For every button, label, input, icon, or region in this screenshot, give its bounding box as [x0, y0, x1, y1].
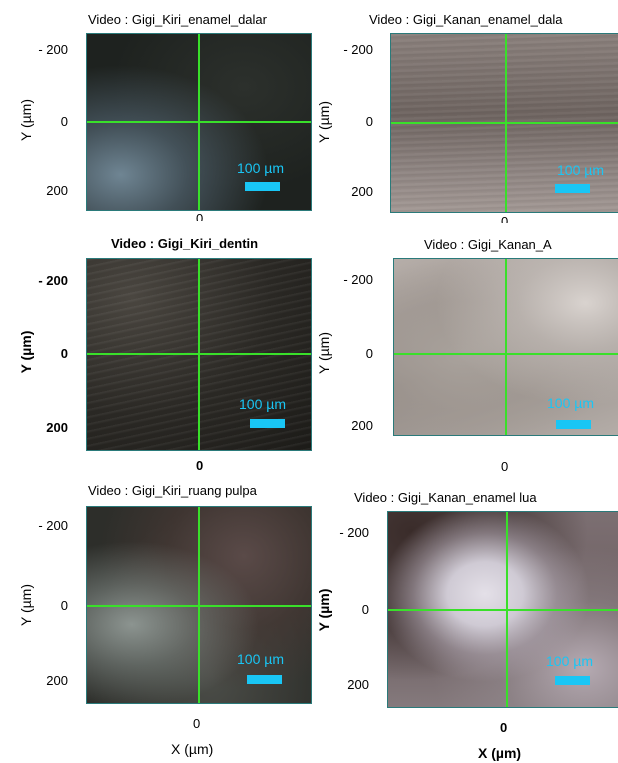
y-tick-label: - 200	[343, 272, 373, 287]
scale-label: 100 µm	[237, 160, 284, 176]
y-tick-label: - 200	[38, 42, 68, 57]
crosshair-vertical	[505, 34, 507, 212]
y-axis-label: Y (µm)	[18, 98, 34, 142]
y-tick-label: 200	[46, 420, 68, 435]
crosshair-vertical	[198, 259, 200, 450]
y-tick-label: - 200	[38, 518, 68, 533]
scale-label: 100 µm	[557, 162, 604, 178]
x-axis-label: X (µm)	[478, 745, 522, 761]
panel-title: Video : Gigi_Kanan_enamel_dala	[369, 12, 563, 27]
scale-bar	[556, 420, 591, 429]
microscope-image: 100 µm	[387, 511, 618, 708]
y-tick-label: - 200	[339, 525, 369, 540]
crosshair-vertical	[198, 507, 200, 703]
x-tick-label: 0	[196, 458, 204, 473]
crosshair-vertical	[198, 34, 200, 210]
y-tick-label: 200	[46, 183, 68, 198]
y-tick-label: 200	[46, 673, 68, 688]
x-axis-label: X (µm)	[171, 741, 214, 757]
panel-title: Video : Gigi_Kiri_enamel_dalar	[88, 12, 267, 27]
scale-bar	[247, 675, 282, 684]
y-tick-label: 0	[361, 602, 369, 617]
y-tick-label: 200	[351, 184, 373, 199]
y-tick-label: - 200	[38, 273, 68, 288]
panel-title: Video : Gigi_Kanan_A	[424, 237, 552, 252]
panel-title: Video : Gigi_Kiri_ruang pulpa	[88, 483, 257, 498]
scale-bar	[250, 419, 285, 428]
x-tick-label: 0	[501, 214, 509, 223]
microscope-image: 100 µm	[390, 33, 618, 213]
scale-label: 100 µm	[237, 651, 284, 667]
y-tick-label: - 200	[343, 42, 373, 57]
y-tick-label: 0	[365, 114, 373, 129]
x-tick-label: 0	[196, 211, 204, 221]
crosshair-vertical	[505, 259, 507, 435]
y-axis-label: Y (µm)	[18, 330, 34, 374]
scale-label: 100 µm	[239, 396, 286, 412]
y-tick-label: 0	[60, 114, 68, 129]
y-axis-label: Y (µm)	[316, 100, 332, 144]
y-axis-label: Y (µm)	[316, 331, 332, 375]
microscope-image: 100 µm	[86, 506, 312, 704]
microscope-image: 100 µm	[86, 258, 312, 451]
y-tick-label: 200	[351, 418, 373, 433]
y-tick-label: 200	[347, 677, 369, 692]
scale-bar	[555, 676, 590, 685]
scale-bar	[555, 184, 590, 193]
x-tick-label: 0	[501, 459, 509, 474]
crosshair-horizontal	[388, 609, 618, 611]
crosshair-vertical	[506, 512, 508, 707]
crosshair-horizontal	[391, 122, 618, 124]
panel-title: Video : Gigi_Kanan_enamel lua	[354, 490, 537, 505]
scale-label: 100 µm	[547, 395, 594, 411]
x-tick-label: 0	[193, 716, 201, 731]
microscope-image: 100 µm	[86, 33, 312, 211]
y-tick-label: 0	[60, 598, 68, 613]
microscope-image: 100 µm	[393, 258, 618, 436]
panel-title: Video : Gigi_Kiri_dentin	[111, 236, 259, 251]
y-axis-label: Y (µm)	[18, 583, 34, 627]
y-tick-label: 0	[60, 346, 68, 361]
x-tick-label: 0	[500, 720, 508, 735]
scale-bar	[245, 182, 280, 191]
y-tick-label: 0	[365, 346, 373, 361]
y-axis-label: Y (µm)	[316, 588, 332, 632]
scale-label: 100 µm	[546, 653, 593, 669]
